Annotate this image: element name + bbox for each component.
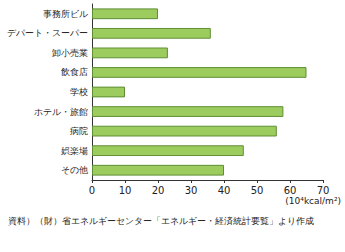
svg-text:デパート・スーパー: デパート・スーパー — [7, 28, 88, 38]
svg-text:事務所ビル: 事務所ビル — [43, 9, 88, 19]
svg-text:卸小売業: 卸小売業 — [52, 48, 88, 58]
svg-text:娯楽場: 娯楽場 — [61, 146, 88, 156]
svg-text:病院: 病院 — [70, 126, 88, 136]
svg-text:40: 40 — [218, 185, 231, 196]
svg-text:(10⁴kcal/m²): (10⁴kcal/m²) — [285, 196, 341, 206]
svg-text:10: 10 — [119, 185, 132, 196]
svg-text:20: 20 — [152, 185, 165, 196]
svg-text:学校: 学校 — [70, 87, 88, 97]
svg-text:30: 30 — [185, 185, 198, 196]
svg-text:資料）（財）省エネルギーセンター「エネルギー・経済統計要覧」: 資料）（財）省エネルギーセンター「エネルギー・経済統計要覧」より作成 — [8, 216, 314, 226]
svg-text:60: 60 — [284, 185, 297, 196]
svg-text:0: 0 — [89, 185, 95, 196]
svg-text:その他: その他 — [61, 165, 88, 175]
svg-text:飲食店: 飲食店 — [61, 67, 88, 77]
svg-text:50: 50 — [251, 185, 264, 196]
svg-text:ホテル・旅館: ホテル・旅館 — [34, 107, 88, 117]
svg-text:70: 70 — [317, 185, 330, 196]
